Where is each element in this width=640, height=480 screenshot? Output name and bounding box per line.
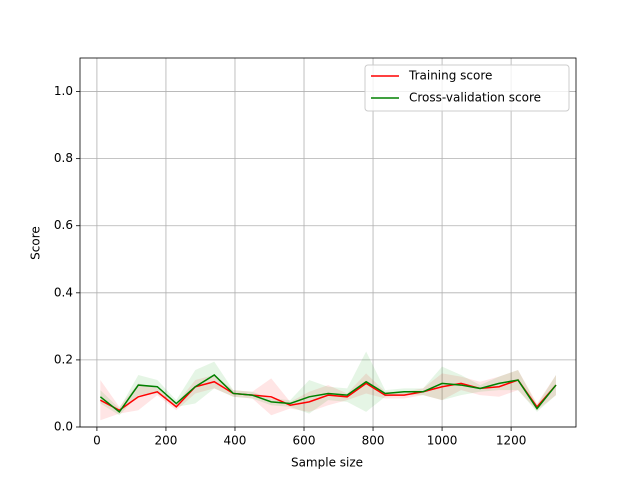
legend-label: Cross-validation score [409,91,541,105]
legend-box [364,64,570,112]
x-tick-label: 1200 [496,434,527,448]
x-tick-label: 0 [93,434,101,448]
x-axis-label: Sample size [291,456,363,470]
plot-frame [79,57,577,428]
y-tick-label: 0.6 [54,218,73,232]
x-tick-label: 800 [362,434,385,448]
y-tick-label: 0.0 [54,420,73,434]
x-tick-label: 1000 [427,434,458,448]
line [99,374,557,413]
y-axis-label: Score [29,226,43,260]
y-tick-label: 1.0 [54,84,73,98]
legend-label: Training score [408,69,492,83]
x-tick-label: 200 [154,434,177,448]
x-tick-label: 600 [293,434,316,448]
x-tick-label: 400 [224,434,247,448]
std-band [100,351,556,416]
y-tick-label: 0.2 [54,352,73,366]
y-tick-label: 0.4 [54,285,73,299]
y-tick-label: 0.8 [54,151,73,165]
